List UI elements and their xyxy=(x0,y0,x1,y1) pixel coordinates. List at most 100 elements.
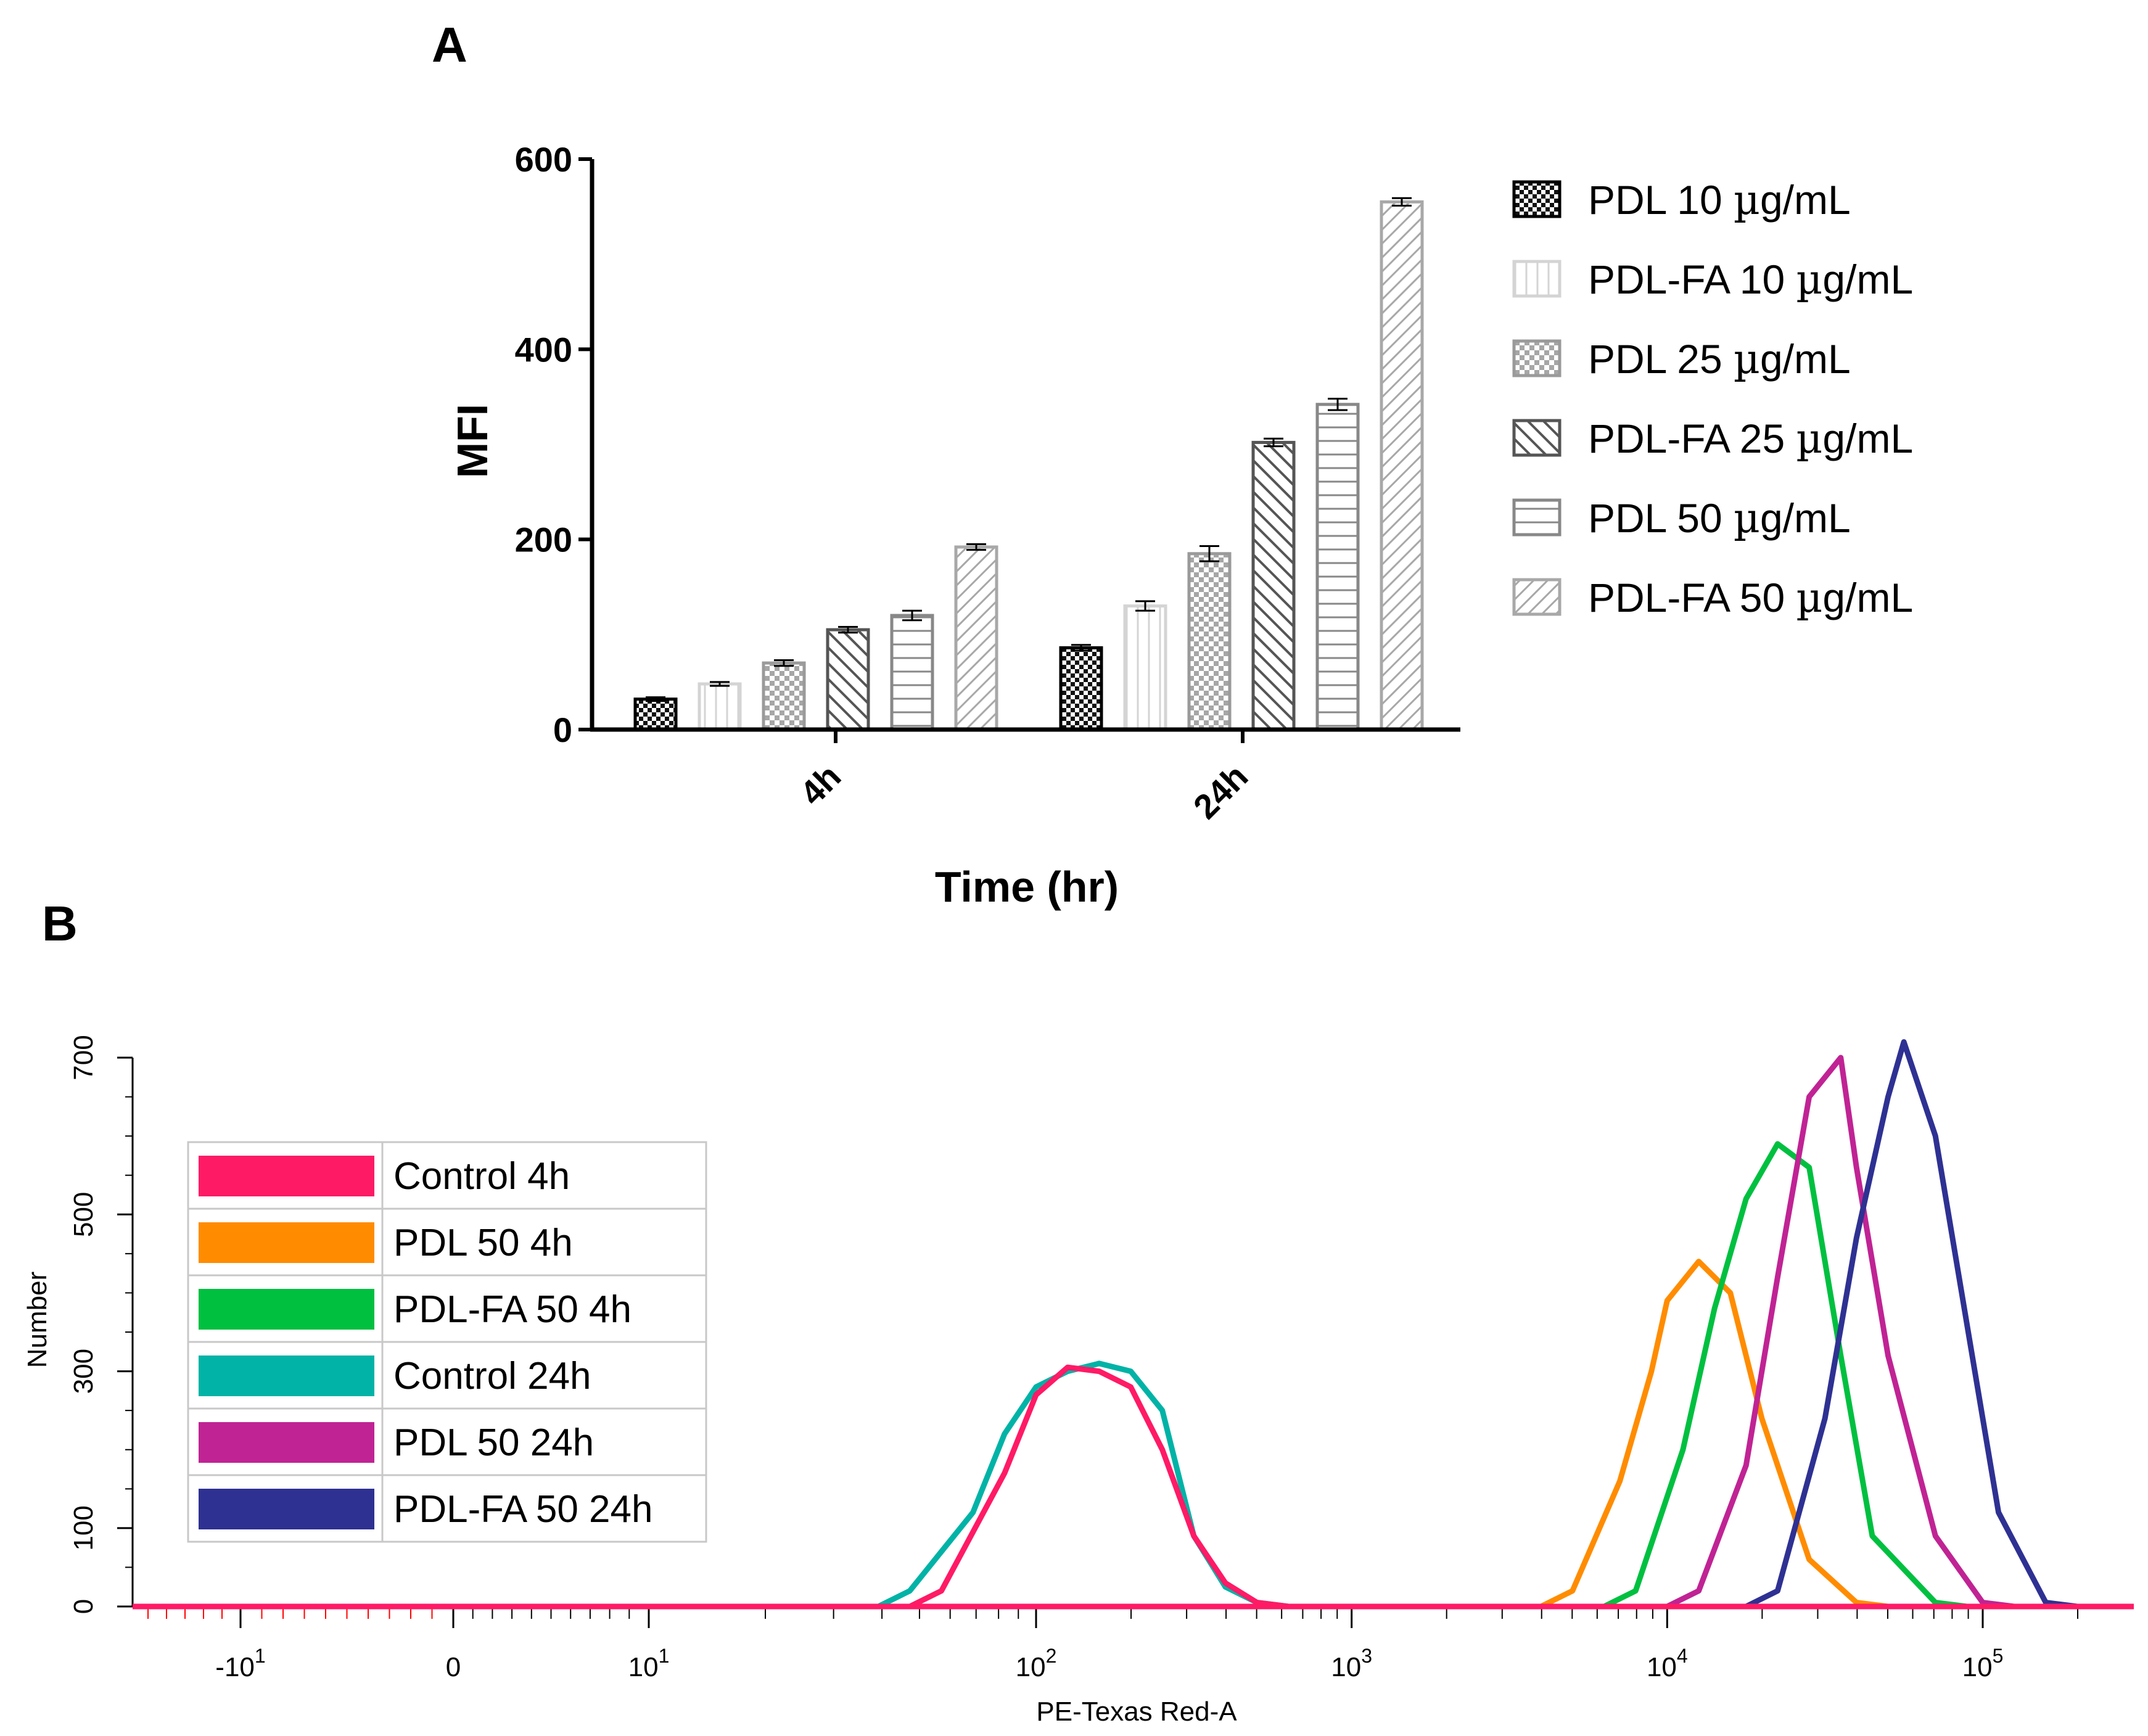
x-tick-exponent: 1 xyxy=(255,1645,266,1667)
legend-label-mu: µ xyxy=(1796,415,1823,463)
bar xyxy=(697,682,742,731)
legend-label-unit: g/mL xyxy=(1760,336,1851,382)
legend-label-prefix: PDL 50 xyxy=(1588,495,1734,541)
panel-label-b: B xyxy=(42,896,78,951)
legend-label: PDL-FA 50 4h xyxy=(393,1288,632,1331)
legend-b: Control 4h PDL 50 4h PDL-FA 50 4h Control 2… xyxy=(187,1141,707,1543)
legend-swatch xyxy=(1512,498,1562,537)
bar xyxy=(762,661,806,731)
legend-swatch xyxy=(199,1422,374,1463)
legend-swatch xyxy=(199,1355,374,1396)
x-tick-label: 24h xyxy=(1186,757,1256,826)
bar xyxy=(1315,403,1360,731)
y-ticks-b: 0 100 300 500 700 xyxy=(68,1035,133,1614)
y-tick-label: 400 xyxy=(515,330,572,369)
histogram-line xyxy=(877,1360,1289,1610)
legend-swatch xyxy=(1512,578,1562,616)
x-tick-exponent: 4 xyxy=(1677,1645,1688,1667)
histogram-line xyxy=(1745,1039,2078,1610)
x-ticks-b: -101 0 101 102 103 104 105 xyxy=(147,1606,2079,1682)
bar xyxy=(826,628,870,731)
legend-label: PDL 25 µg/mL xyxy=(1588,335,1851,383)
bars-a xyxy=(633,200,1424,731)
x-axis-title-b: PE-Texas Red-A xyxy=(1036,1697,1237,1727)
y-tick-label: 0 xyxy=(553,710,572,749)
x-tick-base: 10 xyxy=(1962,1652,1993,1682)
legend-label: PDL 50 24h xyxy=(393,1421,594,1464)
x-tick-label: 104 xyxy=(1647,1645,1688,1682)
bar xyxy=(1123,604,1167,731)
legend-label-unit: g/mL xyxy=(1822,575,1913,620)
histogram-line xyxy=(1539,1259,1889,1610)
histogram-line xyxy=(908,1364,1289,1610)
y-tick-label: 0 xyxy=(68,1599,99,1614)
legend-label-mu: µ xyxy=(1734,335,1760,383)
x-tick-base: 0 xyxy=(446,1652,461,1682)
legend-label-unit: g/mL xyxy=(1822,257,1913,302)
legend-label-prefix: PDL-FA 50 xyxy=(1588,575,1796,620)
legend-label-mu: µ xyxy=(1796,574,1823,622)
legend-label: Control 24h xyxy=(393,1355,591,1397)
x-tick-base: 10 xyxy=(1647,1652,1677,1682)
legend-label-prefix: PDL 25 xyxy=(1588,336,1734,382)
x-axis-title-a: Time (hr) xyxy=(935,863,1119,911)
legend-label: PDL 50 µg/mL xyxy=(1588,495,1851,542)
legend-label-prefix: PDL-FA 25 xyxy=(1588,416,1796,461)
x-tick-base: 10 xyxy=(628,1652,659,1682)
y-tick-label: 100 xyxy=(68,1505,99,1550)
x-tick-label: 103 xyxy=(1331,1645,1372,1682)
y-ticks-a: 0 200 400 600 xyxy=(515,140,592,749)
x-tick-label: 0 xyxy=(446,1652,461,1682)
legend-label: PDL-FA 50 24h xyxy=(393,1488,653,1531)
bar xyxy=(954,545,998,731)
histogram-line xyxy=(1603,1141,1967,1610)
legend-label-unit: g/mL xyxy=(1760,495,1851,541)
x-tick-base: 10 xyxy=(1331,1652,1361,1682)
legend-label-mu: µ xyxy=(1734,495,1760,542)
y-tick-label: 600 xyxy=(515,140,572,179)
x-tick-label: 4h xyxy=(792,757,849,813)
x-tick-exponent: 5 xyxy=(1993,1645,2004,1667)
legend-swatch xyxy=(199,1156,374,1196)
x-tick-exponent: 3 xyxy=(1361,1645,1372,1667)
legend-label: PDL 50 4h xyxy=(393,1222,573,1264)
legend-swatch xyxy=(1512,339,1562,377)
y-tick-label: 200 xyxy=(515,520,572,559)
bar xyxy=(1187,552,1232,731)
x-tick-label: 102 xyxy=(1016,1645,1057,1682)
bar xyxy=(1059,646,1103,731)
x-tick-label: 105 xyxy=(1962,1645,2004,1682)
x-tick-label: 101 xyxy=(628,1645,670,1682)
histogram-line xyxy=(1666,1055,2015,1610)
x-tick-base: 10 xyxy=(1016,1652,1046,1682)
bar xyxy=(1380,200,1424,731)
x-tick-exponent: 2 xyxy=(1046,1645,1057,1667)
legend-swatch xyxy=(1512,260,1562,298)
y-axis-title-a: MFI xyxy=(448,404,496,479)
legend-swatch xyxy=(199,1489,374,1529)
legend-label-unit: g/mL xyxy=(1760,177,1851,223)
bar xyxy=(633,697,678,731)
error-bars-a xyxy=(646,197,1412,702)
y-tick-label: 500 xyxy=(68,1192,99,1237)
legend-swatch xyxy=(1512,419,1562,457)
x-tick-exponent: 1 xyxy=(659,1645,670,1667)
legend-label-prefix: PDL-FA 10 xyxy=(1588,257,1796,302)
bar xyxy=(890,614,934,731)
x-ticks-a: 4h 24h xyxy=(792,730,1256,826)
legend-label: PDL-FA 25 µg/mL xyxy=(1588,415,1913,463)
y-tick-label: 700 xyxy=(68,1035,99,1080)
legend-swatch xyxy=(199,1222,374,1263)
panel-label-a: A xyxy=(432,17,467,72)
legend-label: Control 4h xyxy=(393,1155,570,1198)
legend-label: PDL-FA 10 µg/mL xyxy=(1588,256,1913,303)
legend-label: PDL-FA 50 µg/mL xyxy=(1588,574,1913,622)
legend-label-mu: µ xyxy=(1734,176,1760,224)
y-tick-label: 300 xyxy=(68,1349,99,1394)
legend-label-mu: µ xyxy=(1796,256,1823,303)
histogram-curves xyxy=(877,1039,2078,1610)
